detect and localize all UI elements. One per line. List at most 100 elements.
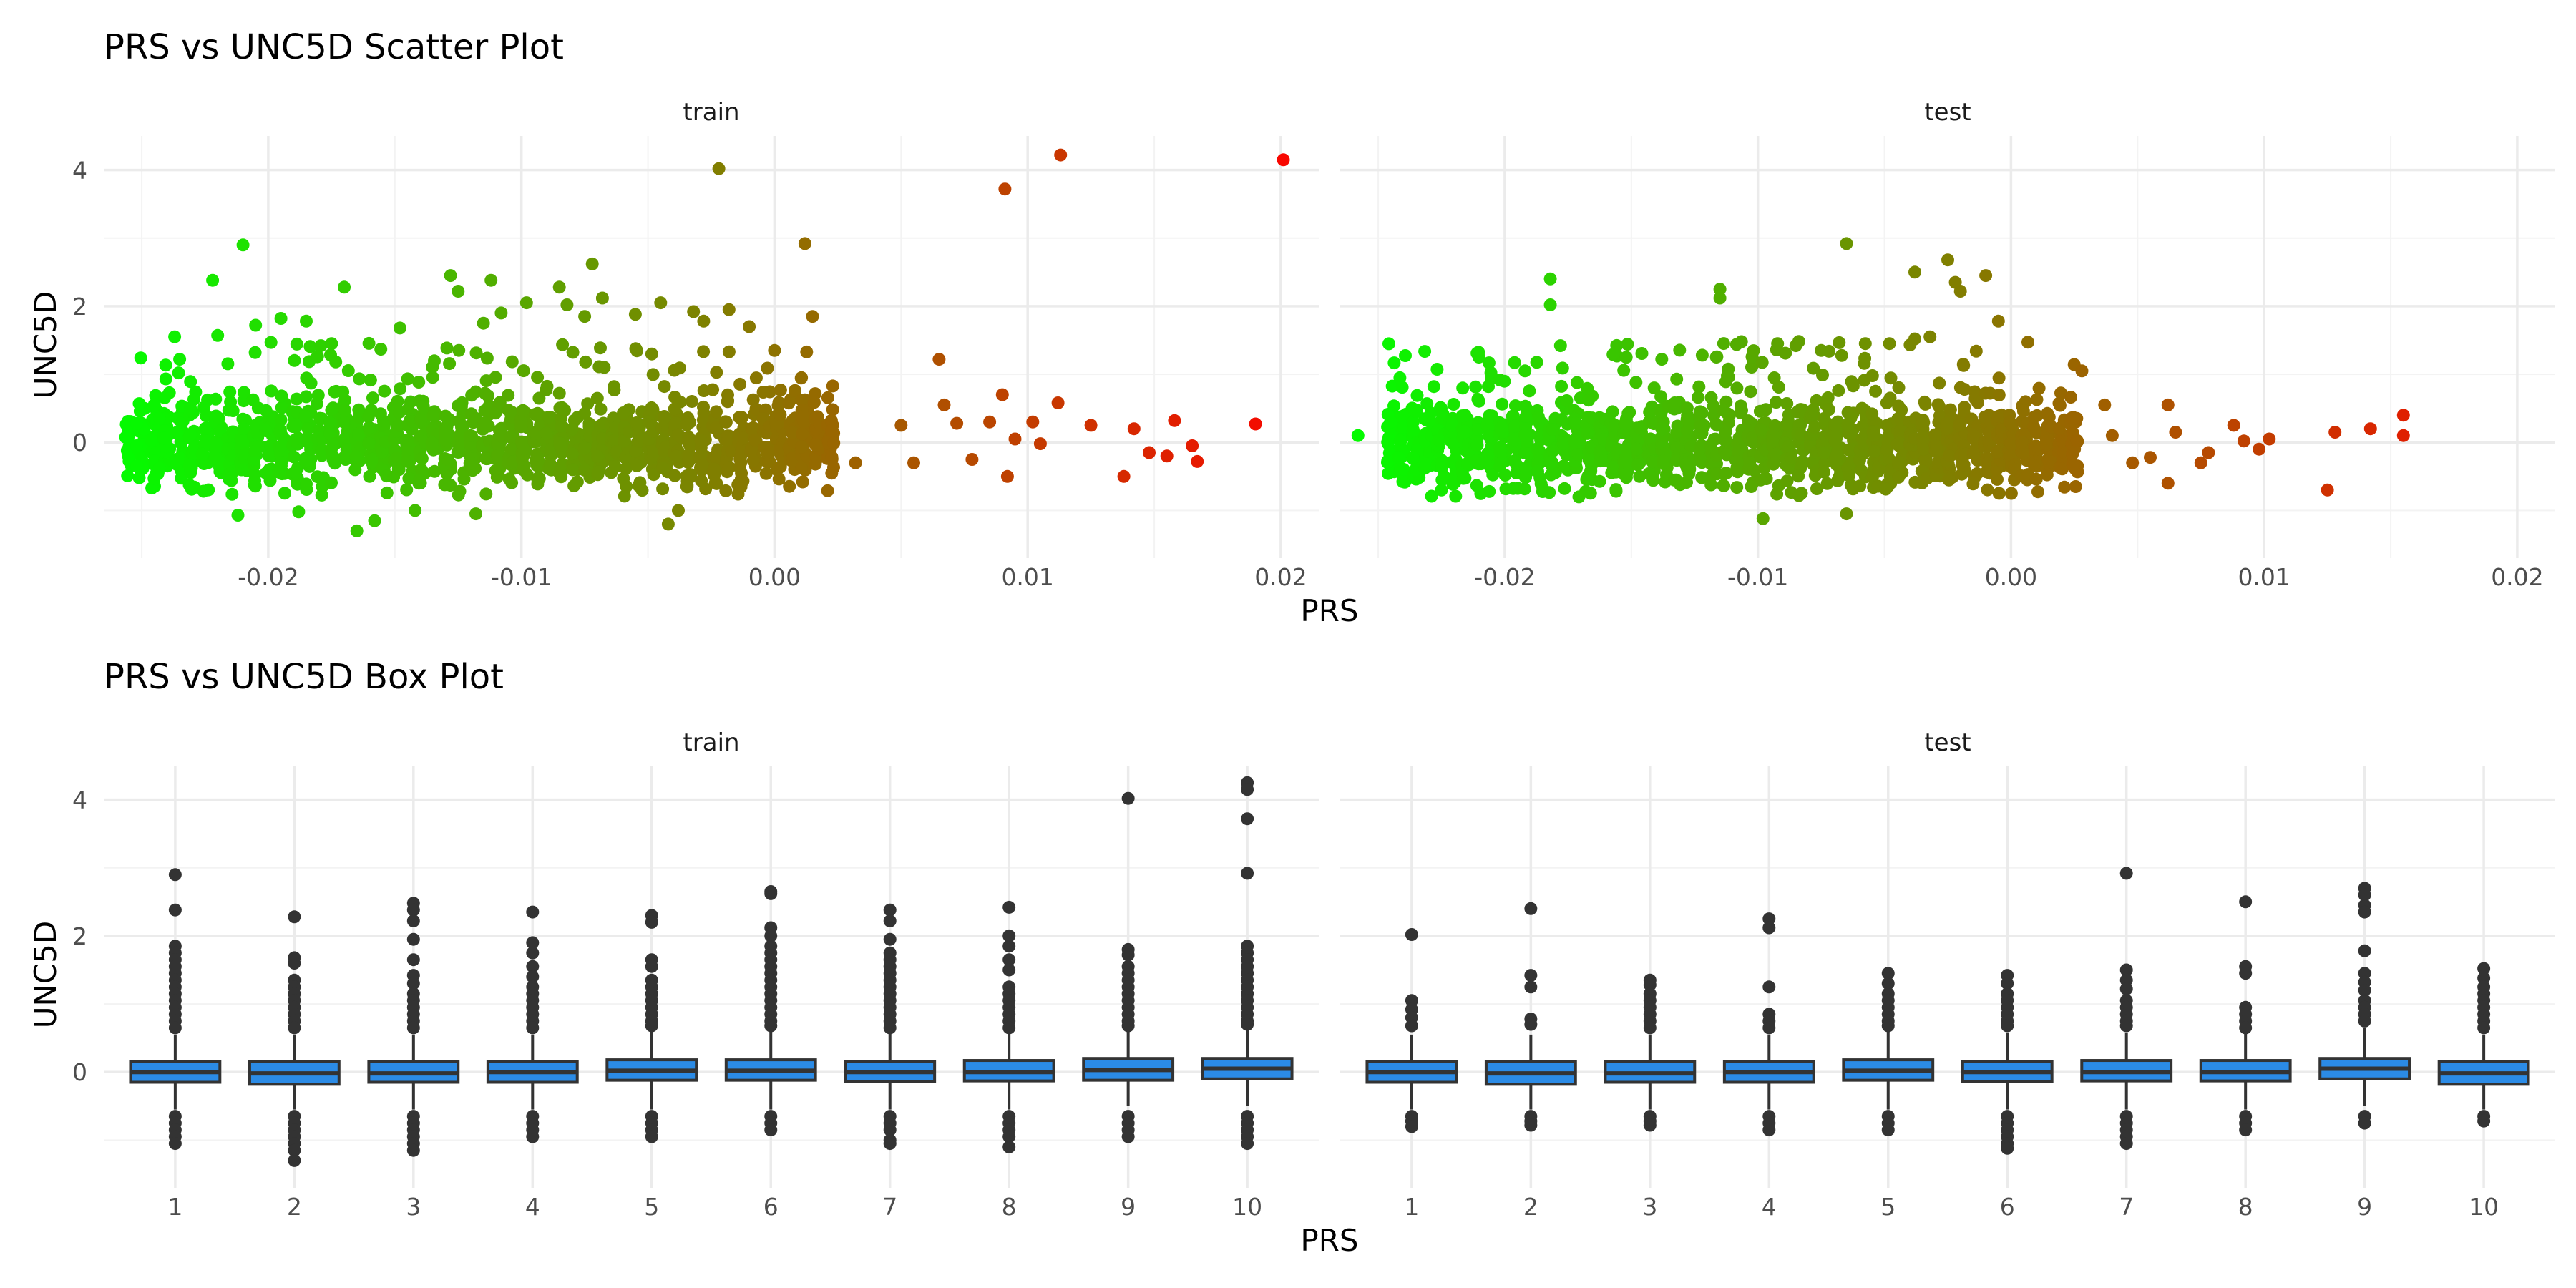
scatter-point [1558,482,1571,495]
x-tick-label: 1 [1404,1193,1419,1221]
scatter-point [489,406,502,420]
scatter-point [1277,153,1290,167]
scatter-point [130,439,143,452]
scatter-point [1770,447,1783,461]
scatter-point [540,426,553,440]
scatter-point [1582,453,1596,467]
box-outlier [1241,783,1254,796]
scatter-point [1581,381,1594,395]
scatter-point [145,434,158,447]
box-outlier [526,946,540,960]
box-outlier [2358,905,2371,919]
scatter-point [1432,434,1445,447]
scatter-point [1647,381,1661,395]
box-outlier [764,887,778,900]
scatter-point [198,421,212,435]
scatter-point [361,410,375,424]
scatter-point [585,257,599,270]
box-outlier [288,957,301,970]
scatter-point [697,345,711,358]
box-outlier [2358,1014,2371,1028]
scatter-point [455,420,468,434]
scatter-point [661,517,675,531]
box-outlier [406,1021,420,1035]
scatter-point [1958,401,1971,414]
box-outlier [2119,867,2133,880]
scatter-point [428,464,441,478]
scatter-point [1668,396,1682,409]
box-outlier [1241,1018,1254,1031]
scatter-point [350,524,364,537]
scatter-point [289,466,303,479]
scatter-point [566,346,580,359]
scatter-point [684,434,698,447]
box-outlier [645,915,658,929]
scatter-point [1655,422,1669,436]
scatter-point [619,462,633,475]
box-outlier [1524,980,1538,994]
scatter-point [809,387,822,401]
scatter-point [1693,442,1707,456]
scatter-point [577,441,591,455]
scatter-point [1508,419,1522,433]
box-outlier [168,868,182,882]
scatter-point [265,384,278,398]
box-3 [1604,973,1697,1132]
scatter-point [1186,439,1199,452]
scatter-point [2161,398,2175,411]
scatter-point [1683,418,1697,431]
box-outlier [168,1137,182,1151]
scatter-point [2016,404,2030,418]
scatter-point [2328,426,2342,439]
x-tick-label: 2 [287,1193,302,1221]
box-outlier [1762,980,1776,994]
scatter-point [849,456,862,469]
x-tick-label: 4 [1762,1193,1777,1221]
scatter-point [1508,399,1522,413]
scatter-point [1721,369,1734,383]
scatter-point [682,469,696,482]
box-8 [2199,895,2292,1137]
scatter-point [1992,487,2006,500]
scatter-point [1867,429,1880,442]
scatter-point [1966,477,1980,491]
scatter-point [274,413,288,426]
scatter-point [1168,414,1181,427]
scatter-point [2029,472,2043,486]
y-tick-label: 2 [72,293,87,321]
scatter-point [1891,455,1905,469]
scatter-point [656,462,670,474]
scatter-point [336,385,350,399]
scatter-point [1785,451,1798,464]
scatter-point [595,291,609,305]
scatter-point [1879,482,1893,496]
scatter-point [1427,380,1440,394]
scatter-point [736,411,748,424]
scatter-point [995,388,1009,401]
scatter-point [514,420,528,434]
scatter-point [1518,399,1532,413]
scatter-point [542,411,555,424]
box-outlier [1405,994,1418,1008]
scatter-point [130,416,143,430]
box-7 [2080,867,2173,1151]
scatter-point [1679,457,1692,471]
scatter-point [680,419,693,431]
scatter-point [209,392,223,406]
scatter-point [1832,384,1845,397]
scatter-point [695,474,708,487]
scatter-point [2070,434,2084,447]
scatter-point [1425,489,1438,503]
scatter-point [825,424,839,438]
scatter-point [1410,405,1423,419]
scatter-point [206,273,220,287]
scatter-point [1594,444,1607,458]
box-7 [844,903,937,1151]
scatter-point [1717,404,1730,417]
scatter-point [746,393,760,406]
box-outlier [883,1123,897,1137]
scatter-point [1942,473,1956,487]
box-outlier [1524,969,1538,982]
scatter-point [325,476,338,489]
scatter-point [1572,448,1585,462]
